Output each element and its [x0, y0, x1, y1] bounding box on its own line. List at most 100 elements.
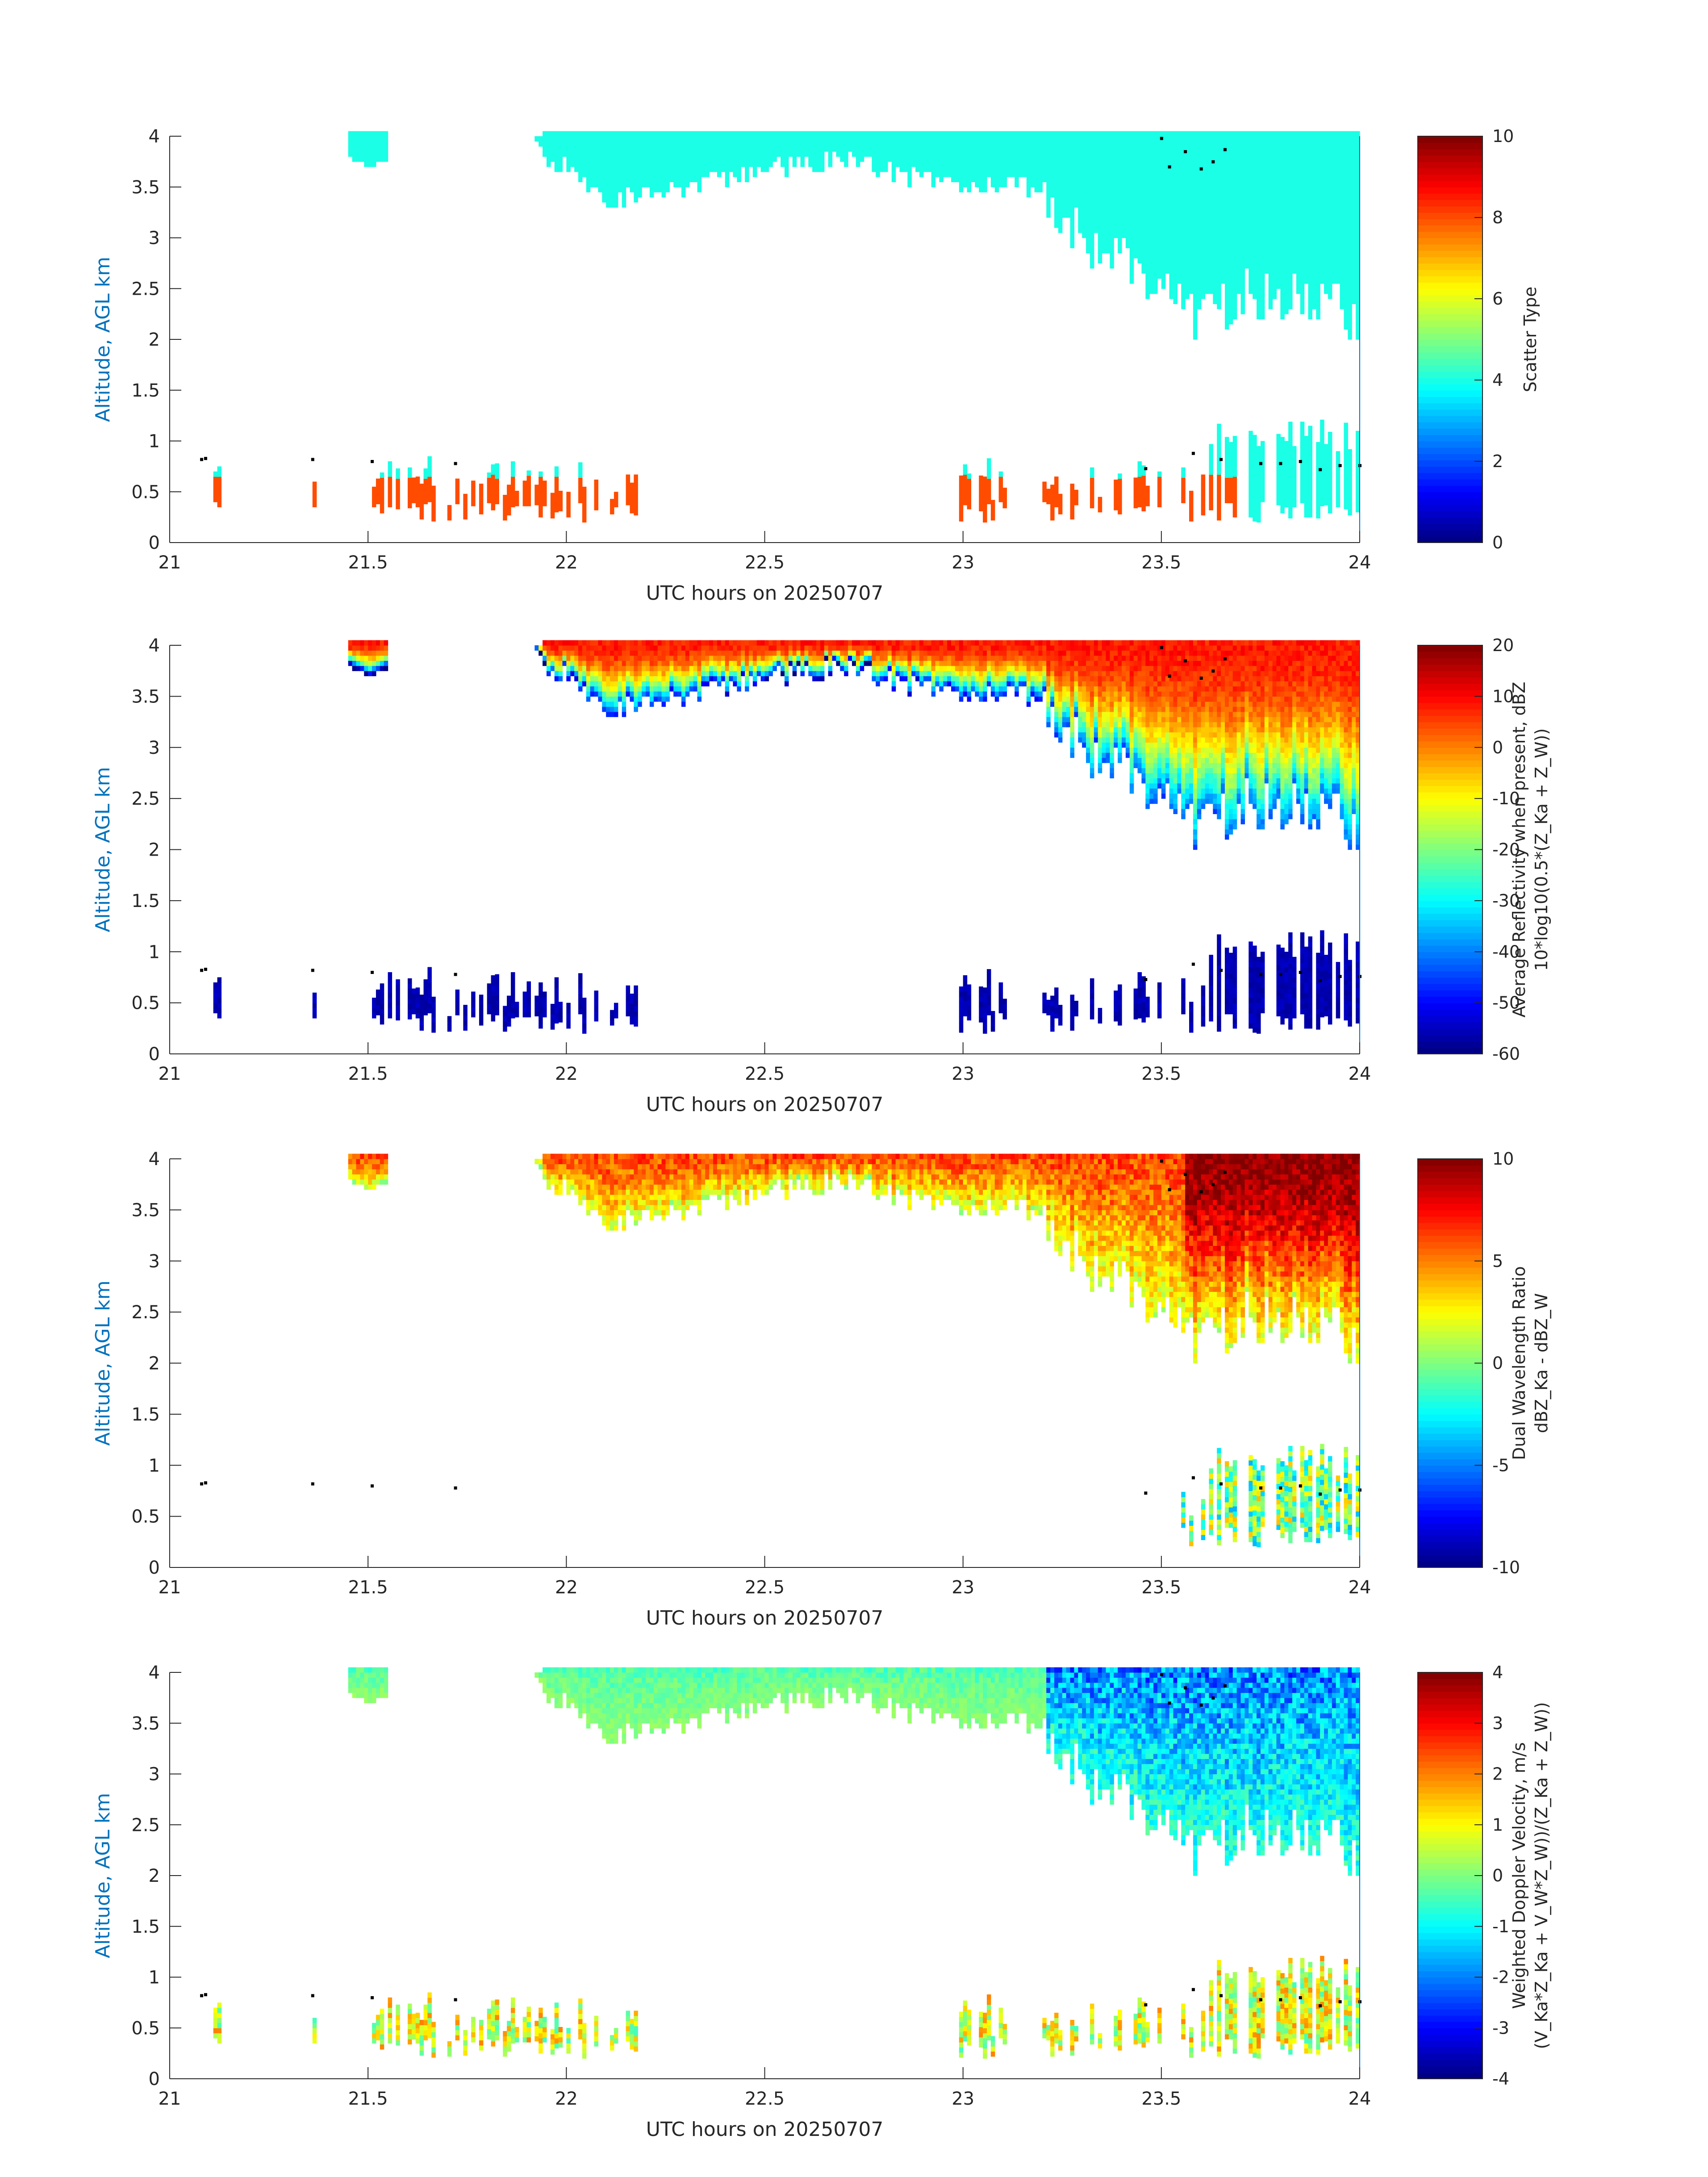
x-tick-label: 23 [952, 1064, 974, 1084]
colorbar-swatch [1418, 1554, 1482, 1562]
data-cells [348, 1153, 1360, 1547]
cloud-base-marker [1184, 1173, 1187, 1176]
colorbar-swatch [1418, 1216, 1482, 1223]
colorbar-swatch [1418, 2022, 1482, 2029]
colorbar-tick-label: 10 [1492, 126, 1514, 146]
cloud-base-marker [200, 1994, 204, 1997]
cloud-base-marker [1168, 1701, 1171, 1705]
x-tick-label: 22.5 [745, 1064, 785, 1084]
colorbar-swatch [1418, 180, 1482, 188]
colorbar-swatch [1418, 1446, 1482, 1453]
cloud-base-marker [1223, 148, 1227, 151]
cloud-base-marker [1199, 677, 1203, 680]
colorbar-swatch [1418, 1344, 1482, 1351]
x-tick-label: 21 [159, 1577, 181, 1598]
colorbar-swatch [1418, 1293, 1482, 1300]
colorbar: -4 -3 -2 -1 0 1 2 3 4 Weighted Doppler Velocity, … [1417, 1663, 1551, 2089]
colorbar-swatch [1418, 702, 1482, 710]
colorbar-swatch [1418, 939, 1482, 946]
y-tick-label: 1 [149, 1455, 160, 1476]
colorbar-swatch [1418, 384, 1482, 391]
y-tick-label: 0 [149, 533, 160, 553]
colorbar-label: 10*log10(0.5*(Z_Ka + Z_W)) [1532, 728, 1551, 971]
colorbar-swatch [1418, 760, 1482, 767]
y-axis-label: Altitude, AGL km [92, 1793, 114, 1958]
colorbar-swatch [1418, 1996, 1482, 2003]
y-tick-label: 4 [149, 1663, 160, 1683]
y-tick-label: 3 [149, 228, 160, 249]
colorbar-swatch [1418, 1465, 1482, 1472]
x-tick-label: 24 [1349, 1577, 1371, 1598]
colorbar-swatch [1418, 2072, 1482, 2079]
colorbar-tick-label: -50 [1492, 993, 1520, 1013]
colorbar-swatch [1418, 510, 1482, 518]
colorbar-swatch [1418, 1003, 1482, 1010]
colorbar-swatch [1418, 1229, 1482, 1236]
colorbar: -10 -5 0 5 10 Dual Wavelength Ratio dBZ_Ka - d… [1417, 1149, 1551, 1577]
cloud-base-marker [1160, 137, 1163, 140]
y-tick-label: 0.5 [131, 2018, 160, 2039]
y-tick-label: 1.5 [131, 1917, 160, 1937]
cloud-base-marker [1199, 167, 1203, 171]
colorbar-swatch [1418, 856, 1482, 863]
colorbar-swatch [1418, 1510, 1482, 1517]
colorbar-tick-label: 0 [1492, 1866, 1503, 1885]
colorbar-swatch [1418, 231, 1482, 238]
colorbar-swatch [1418, 2060, 1482, 2067]
colorbar-swatch [1418, 1932, 1482, 1939]
panel-dwr: 21 21.5 22 22.5 23 23.5 2400.511.522.533.54UTC… [92, 1149, 1551, 1630]
colorbar-swatch [1418, 187, 1482, 194]
y-tick-label: 3.5 [131, 1713, 160, 1734]
colorbar-swatch [1418, 377, 1482, 384]
colorbar-swatch [1418, 2009, 1482, 2016]
colorbar-swatch [1418, 2066, 1482, 2073]
colorbar: 0 2 4 6 8 10 Scatter Type [1417, 126, 1540, 552]
colorbar-swatch [1418, 1009, 1482, 1016]
y-tick-label: 1.5 [131, 891, 160, 911]
y-tick-label: 3.5 [131, 177, 160, 198]
cloud-base-marker [1338, 464, 1342, 468]
colorbar-swatch [1418, 339, 1482, 347]
cloud-base-marker [1191, 451, 1195, 455]
cloud-base-marker [1299, 1484, 1302, 1488]
x-tick-label: 21.5 [348, 552, 388, 573]
colorbar-swatch [1418, 244, 1482, 251]
colorbar-swatch [1418, 536, 1482, 543]
cloud-base-marker [371, 460, 374, 463]
colorbar-swatch [1418, 1786, 1482, 1793]
colorbar-swatch [1418, 1015, 1482, 1023]
colorbar-swatch [1418, 1542, 1482, 1549]
colorbar-swatch [1418, 1184, 1482, 1191]
y-tick-label: 4 [149, 126, 160, 147]
colorbar-swatch [1418, 218, 1482, 226]
colorbar-swatch [1418, 722, 1482, 729]
colorbar-swatch [1418, 1478, 1482, 1485]
cloud-base-marker [200, 1482, 204, 1486]
cloud-base-markers [200, 646, 1361, 982]
x-tick-label: 23.5 [1141, 552, 1181, 573]
colorbar-swatch [1418, 1280, 1482, 1287]
x-tick-label: 21.5 [348, 2089, 388, 2109]
x-tick-label: 22 [555, 2089, 578, 2109]
colorbar-swatch [1418, 690, 1482, 697]
cloud-base-marker [311, 1994, 314, 1997]
colorbar-swatch [1418, 225, 1482, 232]
colorbar-label: Dual Wavelength Ratio [1509, 1266, 1529, 1460]
colorbar-swatch [1418, 326, 1482, 334]
colorbar-swatch [1418, 1305, 1482, 1312]
colorbar-swatch [1418, 1548, 1482, 1555]
y-tick-label: 2 [149, 840, 160, 861]
colorbar-swatch [1418, 696, 1482, 703]
y-tick-label: 2.5 [131, 1302, 160, 1323]
colorbar-swatch [1418, 447, 1482, 454]
colorbar-swatch [1418, 830, 1482, 837]
colorbar-swatch [1418, 1882, 1482, 1889]
colorbar-swatch [1418, 1774, 1482, 1781]
colorbar-swatch [1418, 1178, 1482, 1185]
cloud-base-marker [1299, 971, 1302, 974]
cloud-base-marker [1259, 973, 1262, 976]
cloud-base-marker [1160, 646, 1163, 649]
colorbar-swatch [1418, 472, 1482, 480]
cloud-base-marker [1338, 975, 1342, 978]
y-tick-label: 2 [149, 330, 160, 350]
